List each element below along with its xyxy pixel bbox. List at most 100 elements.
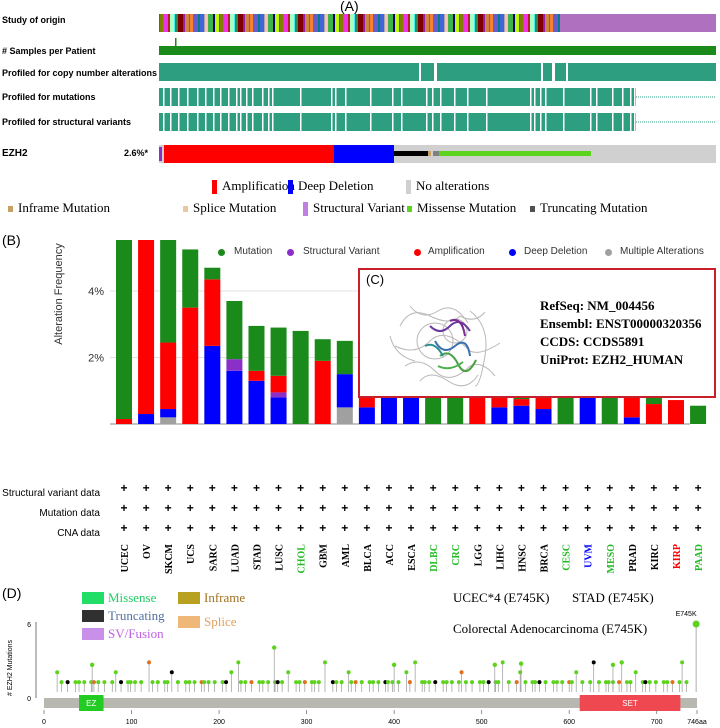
lollipop-head — [257, 680, 262, 685]
sv-gap — [246, 113, 248, 131]
bar-segment — [314, 360, 331, 424]
study-stripe — [528, 14, 530, 32]
study-stripe — [545, 14, 549, 32]
mutation-gap — [401, 88, 403, 106]
lollipop-head — [128, 680, 133, 685]
profiled-sv-label: Profiled for structural variants — [2, 117, 132, 127]
x-tick-label: UCEC — [120, 544, 131, 572]
lollipop-head — [396, 680, 401, 685]
study-stripe — [288, 14, 290, 32]
x-tick-label: GBM — [319, 543, 330, 567]
sv-gap — [187, 113, 189, 131]
no-alterations-swatch — [406, 180, 411, 194]
lollipop-head — [280, 680, 285, 685]
lollipop-head — [619, 660, 624, 665]
study-stripe — [163, 14, 168, 32]
lollipop-head — [496, 680, 501, 685]
x-tick-label: CHOL — [297, 544, 308, 574]
profiled-mutations-label: Profiled for mutations — [2, 92, 96, 102]
lollipop-head — [647, 680, 652, 685]
ezh2-percent: 2.6%* — [124, 148, 149, 158]
sv-gap — [486, 113, 488, 131]
bar-segment — [226, 370, 243, 424]
set-domain — [579, 695, 681, 711]
availability-plus: + — [518, 501, 525, 515]
lollipop-head — [96, 680, 101, 685]
study-stripe — [310, 14, 313, 32]
study-stripe — [295, 14, 298, 32]
availability-plus: + — [231, 501, 238, 515]
study-stripe — [183, 14, 185, 32]
bar-segment — [226, 359, 243, 371]
lollipop-head — [55, 670, 60, 675]
study-stripe — [460, 14, 463, 32]
study-stripe — [534, 14, 535, 32]
lollipop-head — [574, 670, 579, 675]
study-stripe — [515, 14, 519, 32]
lollipop-head — [371, 680, 376, 685]
mutation-gap — [630, 88, 632, 106]
x-tick-label: BLCA — [363, 543, 374, 572]
sv-gap — [252, 113, 254, 131]
study-stripe — [290, 14, 294, 32]
availability-plus: + — [319, 521, 326, 535]
study-stripe — [363, 14, 365, 32]
study-stripe — [235, 14, 238, 32]
structural-swatch — [303, 202, 308, 216]
lollipop-head — [272, 645, 277, 650]
sv-gap — [563, 113, 565, 131]
lollipop-head — [537, 680, 542, 685]
bar-segment — [182, 307, 199, 424]
study-stripe — [189, 14, 190, 32]
study-stripe — [325, 14, 328, 32]
availability-plus: + — [187, 501, 194, 515]
lollipop-head — [294, 680, 299, 685]
x-tick-label: SARC — [208, 544, 219, 571]
availability-plus: + — [584, 521, 591, 535]
legend-amp-text: Amplification — [428, 246, 485, 257]
lollipop-head — [391, 662, 397, 668]
availability-plus: + — [562, 521, 569, 535]
availability-plus: + — [650, 501, 657, 515]
study-stripe — [273, 14, 275, 32]
x-tick-label: 0 — [42, 719, 46, 726]
lollipop-head — [463, 680, 468, 685]
study-stripe — [215, 14, 219, 32]
sv-gap — [272, 113, 274, 131]
sv-track-gaps — [163, 113, 716, 131]
mutation-gap — [331, 88, 333, 106]
study-stripe — [530, 14, 534, 32]
mutation-gap — [534, 88, 536, 106]
availability-plus: + — [120, 501, 127, 515]
mutation-gap — [236, 88, 238, 106]
study-stripe — [294, 14, 295, 32]
sv-gap — [163, 113, 165, 131]
study-stripe — [483, 14, 485, 32]
availability-plus: + — [143, 521, 150, 535]
study-stripe — [324, 14, 325, 32]
study-stripe — [493, 14, 498, 32]
availability-plus: + — [540, 481, 547, 495]
legend-splice-label: Splice — [204, 614, 237, 629]
study-stripe — [400, 14, 403, 32]
mutation-gap — [187, 88, 189, 106]
amplification-swatch — [212, 180, 217, 194]
availability-plus: + — [452, 521, 459, 535]
sv-gap — [630, 113, 632, 131]
study-stripe — [378, 14, 380, 32]
lollipop-head — [155, 680, 160, 685]
study-stripe — [320, 14, 324, 32]
study-stripe — [228, 14, 230, 32]
lollipop-head — [470, 680, 475, 685]
mutation-gap — [590, 88, 592, 106]
study-stripe — [438, 14, 440, 32]
row-label-sv: Structural variant data — [2, 488, 100, 499]
mutation-gap — [178, 88, 180, 106]
study-of-origin-track — [159, 14, 716, 32]
lollipop-head — [73, 680, 78, 685]
ezh2-gene-label: EZH2 — [2, 148, 28, 159]
lollipop-head — [359, 680, 364, 685]
mutation-gap — [440, 88, 442, 106]
legend-mutation-text: Mutation — [234, 246, 273, 257]
mutation-gap — [197, 88, 199, 106]
